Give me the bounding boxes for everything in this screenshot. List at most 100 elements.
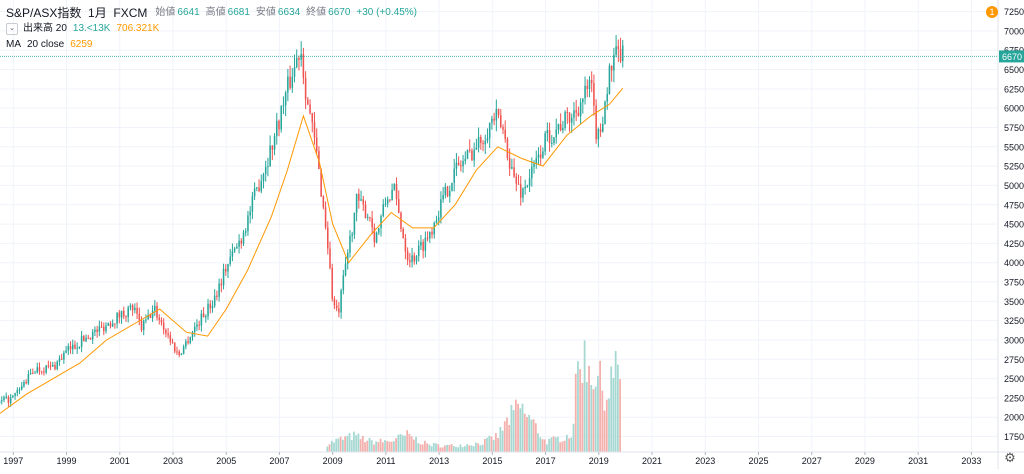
candle-body [39,367,41,371]
symbol-title[interactable]: S&P/ASX指数 1月 FXCM [6,5,147,21]
candle-body [516,177,518,184]
moving-average-line [0,88,623,413]
symbol-name[interactable]: S&P/ASX指数 [6,6,81,20]
candle-body [205,316,207,317]
price-tick-label: 5250 [1004,162,1024,172]
candle-body [387,199,389,203]
price-tick-label: 5500 [1004,142,1024,152]
candle-body [48,366,50,367]
close-value: 6670 [328,5,350,21]
volume-bar [393,441,395,452]
candle-body [221,284,223,286]
candle-body [305,78,307,100]
candle-body [609,66,611,94]
candle-body [453,169,455,183]
candle-body [438,218,440,221]
alert-badge[interactable]: 1 [986,6,998,18]
candle-body [311,113,313,122]
volume-value: 13.<13K [73,21,111,37]
candle-body [107,323,109,325]
candle-body [119,313,121,318]
candle-body [167,334,169,336]
volume-bar [566,435,568,452]
candle-body [382,204,384,216]
candle-body [178,352,180,355]
candle-body [584,86,586,99]
candle-body [223,269,225,285]
volume-bar [524,414,526,452]
volume-bar [610,366,612,452]
time-tick-label: 2023 [695,456,715,466]
candle-body [356,194,358,213]
candle-body [325,207,327,227]
volume-bar [542,439,544,452]
volume-bar [564,441,566,452]
candle-body [56,362,58,370]
candle-body [134,308,136,310]
volume-bar [606,400,608,452]
ma-label[interactable]: MA [6,37,21,53]
volume-bar [601,391,603,452]
candle-body [593,83,595,105]
price-tick-label: 3500 [1004,297,1024,307]
candle-body [334,299,336,305]
candle-body [613,55,615,71]
candle-body [575,110,577,112]
candle-body [287,77,289,93]
candle-body [74,345,76,349]
last-price-label: 6670 [1002,52,1022,62]
volume-bar [517,404,519,452]
volume-bar [511,405,513,452]
candle-body [473,150,475,161]
volume-bar [364,442,366,452]
volume-bar [575,374,577,452]
candle-body [427,238,429,239]
time-tick-label: 2015 [482,456,502,466]
volume-bar [497,438,499,452]
candle-body [467,150,469,159]
volume-bar [391,442,393,452]
price-tick-label: 6250 [1004,84,1024,94]
candle-body [54,365,56,369]
candle-body [433,223,435,235]
volume-label[interactable]: 出来高 20 [23,21,67,37]
gear-icon[interactable]: ⚙ [1003,451,1017,465]
time-tick-label: 2019 [589,456,609,466]
candle-body [68,346,70,350]
time-tick-label: 2031 [908,456,928,466]
candle-body [362,199,364,204]
candle-body [99,326,101,331]
candle-body [440,199,442,217]
collapse-toggle-icon[interactable]: ⌄ [6,23,18,35]
volume-bar [369,438,371,452]
candle-body [225,269,227,272]
candle-body [533,164,535,167]
volume-series [326,340,621,452]
volume-bar [404,436,406,452]
candle-body [529,178,531,185]
interval-label[interactable]: 1月 [88,6,107,20]
candle-body [45,366,47,373]
candle-body [25,382,27,383]
time-tick-label: 2013 [429,456,449,466]
volume-bar [550,438,552,452]
candle-body [28,374,30,383]
candle-body [524,187,526,189]
volume-bar [415,437,417,452]
candle-body [385,204,387,205]
candle-body [402,229,404,238]
grid-lines [0,0,998,452]
candle-body [420,242,422,246]
candle-body [460,165,462,166]
high-label: 高値 [206,5,226,21]
candle-body [165,330,167,334]
volume-bar [386,441,388,452]
candle-body [425,238,427,251]
candle-body [212,306,214,309]
candle-body [172,342,174,343]
candle-body [564,112,566,128]
candle-body [36,367,38,372]
